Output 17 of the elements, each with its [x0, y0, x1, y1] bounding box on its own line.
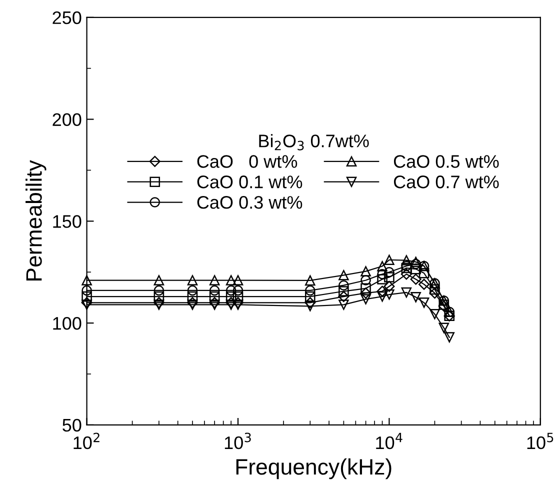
x-axis-title: Frequency(kHz) [236, 458, 392, 480]
legend-label: CaO 0.5 wt% [394, 155, 499, 168]
legend-label: CaO 0.1 wt% [197, 176, 302, 188]
y-tick-label: 150 [53, 215, 82, 228]
legend-title: Bi$_{2}$O$_{3}$ 0.7wt% [259, 134, 369, 150]
x-tick-label: 10$^{2}$ [74, 432, 100, 450]
y-tick-label: 200 [52, 113, 82, 126]
y-tick-label: 250 [52, 11, 82, 24]
x-tick-label: 10$^{3}$ [224, 432, 251, 450]
x-tick-label: 10$^{5}$ [527, 432, 554, 450]
y-tick-label: 50 [62, 418, 82, 432]
legend-label: CaO 0.7 wt% [394, 176, 499, 188]
legend-label: CaO 0.3 wt% [197, 196, 302, 209]
x-tick-label: 10$^{4}$ [376, 432, 402, 450]
y-tick-label: 100 [53, 316, 82, 330]
legend-label: CaO 0 wt% [197, 155, 298, 168]
y-axis-title: Permeability [26, 160, 46, 280]
